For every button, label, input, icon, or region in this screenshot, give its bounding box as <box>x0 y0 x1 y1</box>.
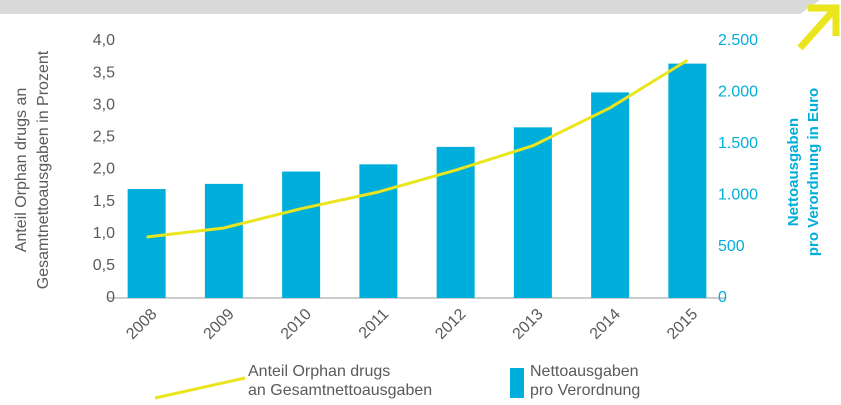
x-tick-label: 2009 <box>200 306 237 343</box>
x-tick-label: 2010 <box>278 306 315 343</box>
legend-box <box>510 368 524 398</box>
y-tick-label: 4,0 <box>93 32 115 49</box>
x-tick-label: 2008 <box>123 306 160 343</box>
y-tick-label: 0 <box>106 289 115 306</box>
y-axis-title: Gesamtnettoausgaben in Prozent <box>35 50 52 289</box>
y-tick-label: 0,5 <box>93 257 115 274</box>
header-band <box>0 0 820 14</box>
y2-tick-label: 1.500 <box>718 135 758 152</box>
y2-axis-title: pro Verordnung in Euro <box>805 88 822 256</box>
y-tick-label: 2,0 <box>93 161 115 178</box>
arrow-icon <box>797 4 840 51</box>
y-tick-label: 3,5 <box>93 64 115 81</box>
bar <box>668 63 707 299</box>
bar <box>127 189 166 298</box>
y2-tick-label: 2.000 <box>718 84 758 101</box>
bar <box>436 146 475 298</box>
y-tick-label: 2,5 <box>93 129 115 146</box>
y2-tick-label: 500 <box>718 238 745 255</box>
x-tick-label: 2015 <box>664 306 701 343</box>
x-tick-label: 2011 <box>356 306 392 342</box>
y2-tick-label: 2.500 <box>718 32 758 49</box>
bar <box>513 127 552 299</box>
y2-tick-label: 1.000 <box>718 186 758 203</box>
bar <box>282 171 321 298</box>
y2-axis-title: Nettoausgaben <box>785 118 802 226</box>
y-tick-label: 1,5 <box>93 193 115 210</box>
x-tick-label: 2014 <box>587 306 624 343</box>
bar <box>204 183 243 298</box>
x-tick-label: 2012 <box>432 306 469 343</box>
legend-label: Anteil Orphan drugs an Gesamtnettoausgab… <box>248 363 433 399</box>
y-axis-title: Anteil Orphan drugs an <box>13 88 30 253</box>
bar <box>591 92 630 299</box>
bar <box>359 164 398 298</box>
y-tick-label: 3,0 <box>93 96 115 113</box>
y2-tick-label: 0 <box>718 289 727 306</box>
legend-line <box>154 376 246 400</box>
line <box>146 58 689 239</box>
y-tick-label: 1,0 <box>93 225 115 242</box>
x-tick-label: 2013 <box>509 306 546 343</box>
legend-label: Nettoausgaben pro Verordnung <box>530 363 641 399</box>
